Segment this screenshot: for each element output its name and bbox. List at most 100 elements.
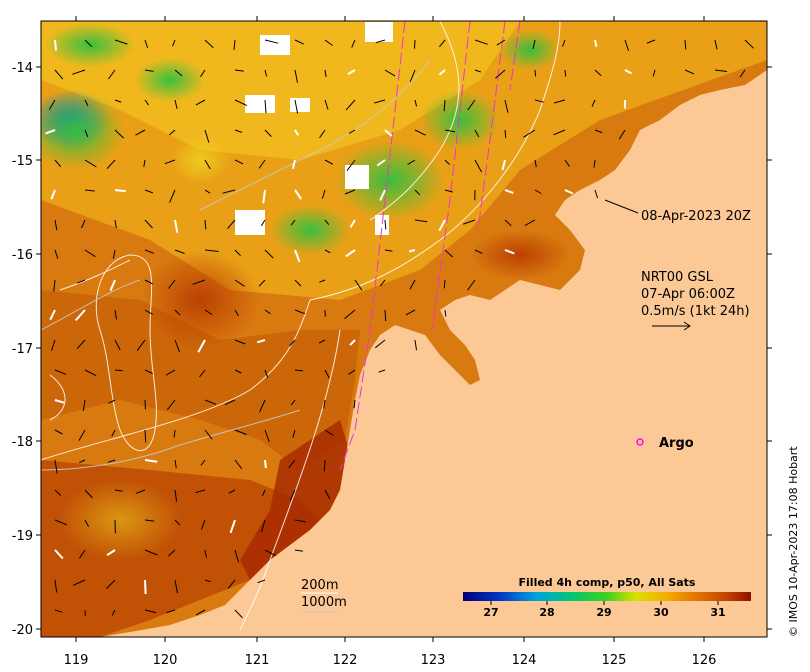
current-vector (384, 219, 387, 230)
current-vector (84, 39, 93, 48)
current-vector (174, 309, 181, 316)
current-vector (234, 369, 242, 374)
credit-text: © IMOS 10-Apr-2023 17:08 Hobart (787, 446, 800, 637)
current-vector (534, 159, 537, 168)
current-vector (324, 69, 327, 77)
current-vector (351, 39, 356, 48)
current-vector (234, 69, 244, 72)
cloud-gap (245, 95, 275, 113)
current-vector (523, 129, 536, 138)
current-vector (108, 399, 116, 404)
current-vector (504, 219, 512, 227)
current-vector (474, 159, 483, 173)
current-vector (375, 39, 386, 44)
current-vector (114, 369, 123, 372)
current-vector (323, 399, 326, 409)
current-vector (144, 429, 147, 443)
current-vector (324, 219, 330, 226)
current-vector (409, 69, 416, 83)
colorbar-gradient (463, 592, 751, 601)
colorbar-title: Filled 4h comp, p50, All Sats (519, 576, 696, 589)
current-vector (684, 69, 695, 75)
current-vector (624, 39, 630, 52)
current-vector (228, 489, 236, 494)
current-vector (114, 339, 121, 351)
current-vector (165, 369, 176, 376)
cool-patch (60, 480, 180, 560)
current-vector (376, 159, 386, 167)
current-vector (258, 159, 266, 169)
current-vector (593, 159, 596, 168)
current-vector (374, 99, 386, 104)
current-vector (174, 219, 179, 233)
current-vector (496, 39, 506, 46)
current-vector (77, 279, 86, 284)
current-vector (227, 219, 236, 230)
y-tick-label: -18 (12, 435, 33, 450)
current-vector (474, 249, 483, 254)
current-vector (438, 69, 446, 76)
current-vector (294, 99, 299, 114)
current-vector (553, 99, 566, 104)
current-vector (564, 159, 570, 167)
current-vector (384, 129, 393, 137)
current-vector (291, 159, 296, 170)
cool-patch (335, 140, 445, 220)
x-tick-label: 125 (602, 653, 627, 668)
current-vector (144, 309, 153, 315)
satellite-tracks (339, 21, 521, 471)
current-vector (234, 459, 243, 470)
current-vector (264, 249, 274, 259)
current-vector (174, 99, 178, 109)
current-vector (144, 279, 153, 285)
current-vector (167, 399, 176, 411)
current-vector (135, 489, 146, 494)
current-vector (195, 99, 206, 106)
current-vector (74, 309, 86, 321)
y-tick-label: -16 (12, 248, 33, 263)
current-vector (744, 39, 754, 49)
current-vector (174, 579, 178, 594)
current-scale-label: 0.5m/s (1kt 24h) (641, 304, 750, 319)
current-vector (384, 249, 393, 252)
current-vector (504, 249, 515, 255)
current-vector (646, 39, 656, 44)
current-vector (204, 249, 219, 252)
cloud-gap (365, 22, 393, 42)
current-vector (234, 279, 245, 287)
current-vector (84, 249, 96, 258)
current-vector (294, 309, 306, 315)
current-vector (259, 399, 266, 413)
current-vector (379, 189, 386, 202)
current-vector (54, 519, 68, 526)
current-vector (562, 39, 566, 47)
colorbar-tick-label: 30 (653, 606, 669, 619)
current-vector (84, 189, 95, 192)
current-vector (234, 339, 246, 345)
current-vector (349, 219, 356, 228)
x-tick-label: 123 (421, 653, 446, 668)
current-vector (234, 609, 243, 619)
current-vector (261, 489, 266, 497)
x-tick-label: 121 (245, 653, 270, 668)
current-vector (144, 459, 158, 463)
current-vector (234, 549, 240, 563)
current-vector (264, 129, 272, 137)
current-vector (73, 579, 86, 586)
current-vector (204, 39, 214, 49)
current-vector (294, 519, 306, 523)
warm-patch (140, 250, 260, 350)
current-vector (204, 189, 211, 194)
current-vector (136, 339, 146, 351)
current-vector (114, 189, 127, 193)
current-vector (54, 249, 59, 259)
current-vector (174, 519, 181, 526)
current-vector (289, 489, 296, 501)
current-vector (264, 309, 271, 315)
current-vector (294, 69, 298, 83)
current-vector (414, 339, 417, 351)
contours (41, 59, 431, 471)
x-tick-label: 126 (692, 653, 717, 668)
cloud-gap (345, 165, 369, 189)
current-vector (195, 609, 206, 616)
